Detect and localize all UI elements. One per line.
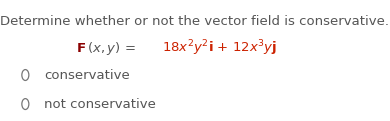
Text: $18x^2y^2\mathbf{i}$ + $12x^3y\mathbf{j}$: $18x^2y^2\mathbf{i}$ + $12x^3y\mathbf{j}… — [162, 39, 277, 58]
Text: $\mathbf{F}$: $\mathbf{F}$ — [76, 42, 86, 55]
Text: not conservative: not conservative — [44, 98, 156, 111]
Text: Determine whether or not the vector field is conservative.: Determine whether or not the vector fiel… — [0, 15, 390, 27]
Text: conservative: conservative — [44, 68, 130, 82]
Text: $(x,y)$ =: $(x,y)$ = — [87, 40, 135, 57]
